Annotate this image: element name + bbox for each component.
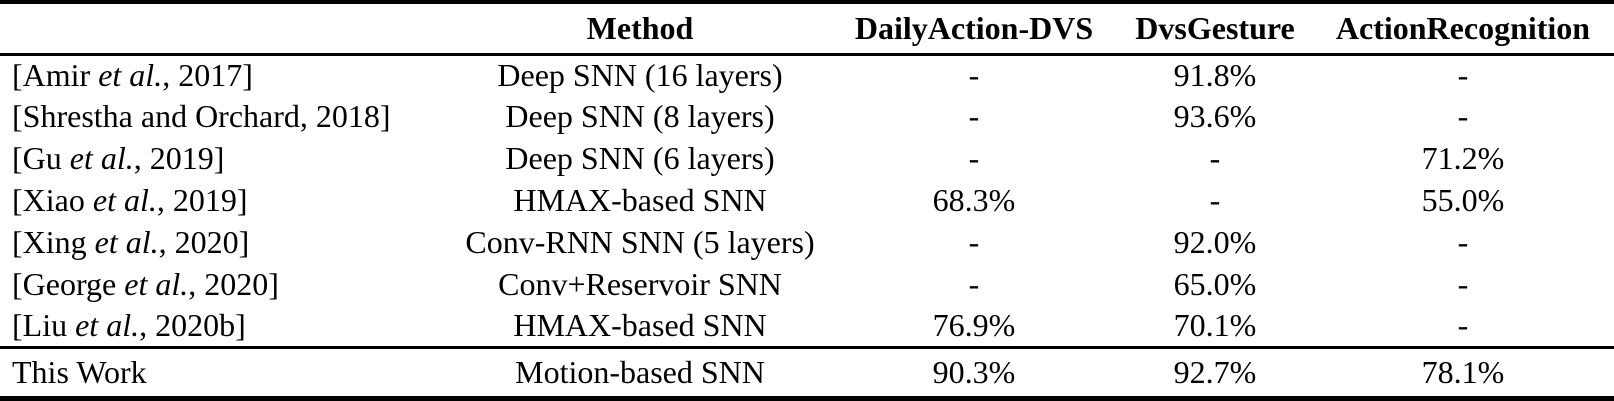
table-body: [Amir et al., 2017] Deep SNN (16 layers)… (0, 54, 1614, 347)
citation-pre-text: [Xiao (12, 182, 93, 219)
citation-etal-italic: et al. (98, 57, 163, 94)
dvsgesture-cell: 70.1% (1173, 306, 1257, 343)
dailyaction-dvs-cell: - (968, 98, 980, 135)
citation-cell: [Shrestha and Orchard, 2018] (0, 96, 450, 138)
header-method: Method (450, 2, 830, 56)
citation-cell: [Xiao et al., 2019] (0, 180, 450, 222)
table-row: [Amir et al., 2017] Deep SNN (16 layers)… (0, 54, 1614, 96)
method-cell: Conv-RNN SNN (5 layers) (465, 223, 815, 260)
citation-pre-text: [Shrestha and Orchard, 2018] (12, 98, 391, 135)
citation-cell: [George et al., 2020] (0, 263, 450, 305)
table-row: [Xing et al., 2020] Conv-RNN SNN (5 laye… (0, 222, 1614, 264)
method-cell: Motion-based SNN (450, 345, 830, 399)
citation-cell: [Xing et al., 2020] (0, 222, 450, 264)
citation-cell: [Amir et al., 2017] (0, 54, 450, 96)
citation-post-text: , 2019] (133, 140, 225, 177)
dvsgesture-cell: - (1209, 182, 1221, 219)
dvsgesture-cell: - (1209, 140, 1221, 177)
header-row: Method DailyAction-DVS DvsGesture Action… (0, 2, 1614, 56)
citation-pre-text: [Gu (12, 140, 70, 177)
actionrecognition-cell: - (1457, 57, 1469, 94)
method-cell: Deep SNN (16 layers) (497, 57, 783, 94)
method-cell: Conv+Reservoir SNN (498, 265, 782, 302)
this-work-row: This Work Motion-based SNN 90.3% 92.7% 7… (0, 345, 1614, 399)
actionrecognition-cell: - (1457, 223, 1469, 260)
dvsgesture-cell: 65.0% (1173, 265, 1257, 302)
citation-etal-italic: et al. (94, 223, 159, 260)
actionrecognition-cell: 55.0% (1421, 182, 1505, 219)
this-work-section: This Work Motion-based SNN 90.3% 92.7% 7… (0, 345, 1614, 399)
dailyaction-dvs-cell: 76.9% (932, 306, 1016, 343)
dvsgesture-cell: 92.0% (1173, 223, 1257, 260)
table-row: [Gu et al., 2019] Deep SNN (6 layers) - … (0, 138, 1614, 180)
citation-pre-text: This Work (12, 353, 147, 390)
header-actionrecognition: ActionRecognition (1312, 2, 1614, 56)
citation-cell: [Gu et al., 2019] (0, 138, 450, 180)
dailyaction-dvs-cell: - (968, 265, 980, 302)
citation-etal-italic: et al. (92, 182, 157, 219)
citation-etal-italic: et al. (124, 265, 189, 302)
header-dvsgesture: DvsGesture (1118, 2, 1312, 56)
method-cell: Deep SNN (8 layers) (505, 98, 775, 135)
header-dailyaction-dvs: DailyAction-DVS (830, 2, 1118, 56)
table-row: [Liu et al., 2020b] HMAX-based SNN 76.9%… (0, 305, 1614, 347)
citation-post-text: , 2020] (188, 265, 279, 302)
citation-post-text: , 2019] (156, 182, 248, 219)
dvsgesture-cell: 92.7% (1118, 345, 1312, 399)
dailyaction-dvs-cell: - (968, 140, 980, 177)
dailyaction-dvs-cell: 90.3% (830, 345, 1118, 399)
header-citation (0, 2, 450, 56)
table-row: [Shrestha and Orchard, 2018] Deep SNN (8… (0, 96, 1614, 138)
dailyaction-dvs-cell: - (968, 223, 980, 260)
dailyaction-dvs-cell: 68.3% (932, 182, 1016, 219)
dvsgesture-cell: 91.8% (1173, 57, 1257, 94)
method-cell: Deep SNN (6 layers) (505, 140, 775, 177)
citation-etal-italic: et al. (75, 306, 140, 343)
actionrecognition-cell: 78.1% (1312, 345, 1614, 399)
actionrecognition-cell: - (1457, 98, 1469, 135)
actionrecognition-cell: 71.2% (1421, 140, 1505, 177)
citation-post-text: , 2020b] (139, 306, 246, 343)
citation-post-text: , 2017] (162, 57, 253, 94)
method-cell: HMAX-based SNN (513, 306, 767, 343)
citation-etal-italic: et al. (69, 140, 134, 177)
dailyaction-dvs-cell: - (968, 57, 980, 94)
citation-pre-text: [Xing (12, 223, 95, 260)
method-cell: HMAX-based SNN (513, 182, 767, 219)
citation-cell: [Liu et al., 2020b] (0, 305, 450, 347)
citation-cell: This Work (0, 345, 450, 399)
citation-pre-text: [Liu (12, 306, 76, 343)
table-row: [Xiao et al., 2019] HMAX-based SNN 68.3%… (0, 180, 1614, 222)
actionrecognition-cell: - (1457, 265, 1469, 302)
dvsgesture-cell: 93.6% (1173, 98, 1257, 135)
table-row: [George et al., 2020] Conv+Reservoir SNN… (0, 263, 1614, 305)
citation-post-text: , 2020] (158, 223, 250, 260)
table-header: Method DailyAction-DVS DvsGesture Action… (0, 2, 1614, 56)
actionrecognition-cell: - (1457, 306, 1469, 343)
citation-pre-text: [George (12, 265, 125, 302)
citation-pre-text: [Amir (12, 57, 99, 94)
